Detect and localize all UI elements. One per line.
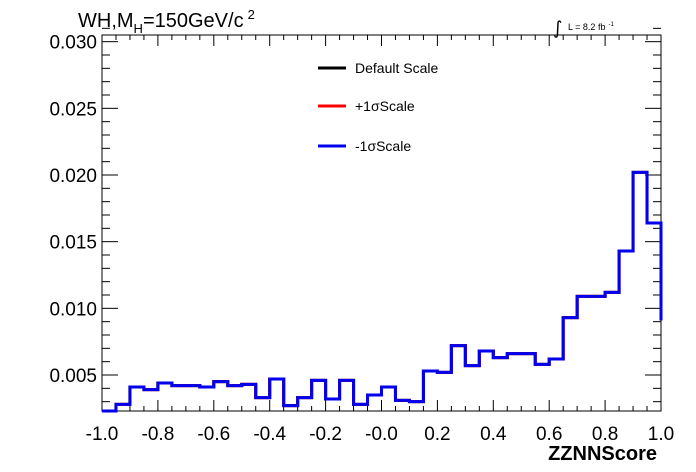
title-rest: =150GeV/c <box>143 10 244 32</box>
y-tick-label: 0.015 <box>49 233 97 254</box>
y-tick-label: 0.030 <box>49 33 97 54</box>
series-line-2 <box>102 170 663 413</box>
x-tick-label: 0.6 <box>536 424 562 445</box>
title-main: WH,M <box>78 10 134 32</box>
title-subscript: H <box>134 21 143 36</box>
x-tick-label: -1.0 <box>86 424 119 445</box>
x-tick-label: 0.8 <box>592 424 618 445</box>
x-tick-label: -0.0 <box>365 424 398 445</box>
legend: Default Scale +1σScale -1σScale <box>318 60 438 154</box>
x-axis-label: ZZNNScore <box>548 443 657 465</box>
x-tick-label: 0.4 <box>480 424 507 445</box>
x-tick-label: -0.2 <box>309 424 342 445</box>
y-tick-label: 0.005 <box>49 366 97 387</box>
plot-frame <box>101 34 662 412</box>
lumi-annotation: L = 8.2 fb -1 <box>568 22 614 32</box>
legend-label-plus: +1σScale <box>355 98 415 114</box>
series-line-1 <box>102 170 663 413</box>
x-tick-label: 0.2 <box>424 424 450 445</box>
series-layer <box>102 170 663 413</box>
legend-label-minus: -1σScale <box>355 138 411 154</box>
x-tick-label: -0.4 <box>253 424 286 445</box>
integral-sign: ∫ <box>553 18 562 39</box>
x-tick-label: 1.0 <box>648 424 674 445</box>
x-tick-label: -0.8 <box>142 424 175 445</box>
lumi-text: L = 8.2 fb <box>568 22 605 32</box>
title-superscript: 2 <box>248 7 255 22</box>
series-line-0 <box>102 170 663 413</box>
legend-label-default: Default Scale <box>355 60 438 76</box>
y-tick-label: 0.010 <box>49 299 97 320</box>
x-tick-label: -0.6 <box>197 424 230 445</box>
chart-title: WH,MH=150GeV/c 2 <box>78 7 255 36</box>
lumi-superscript: -1 <box>608 22 614 28</box>
y-tick-label: 0.020 <box>49 166 97 187</box>
y-tick-label: 0.025 <box>49 99 97 120</box>
axes: -1.0 -0.8 -0.6 -0.4 -0.2 -0.0 0.2 0.4 0.6 0.8 1.0 0… <box>49 27 674 445</box>
